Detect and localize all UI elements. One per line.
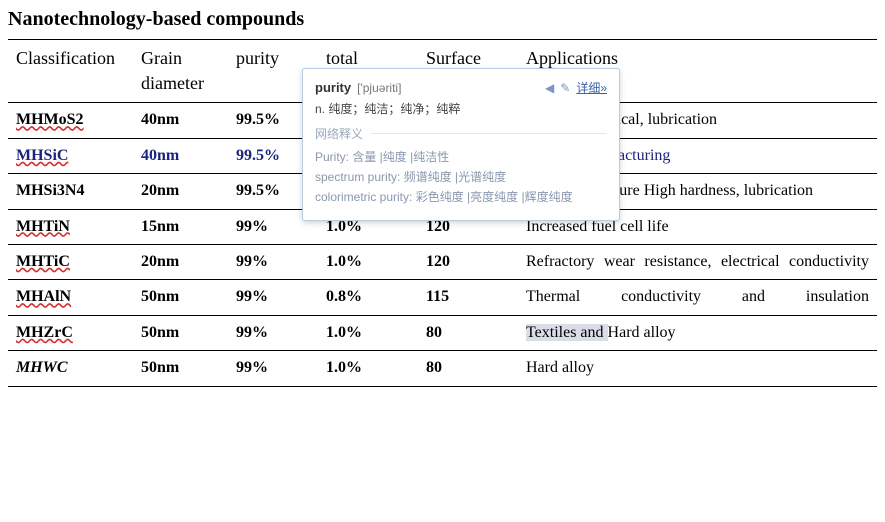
cell-classification[interactable]: MHSiC: [8, 138, 133, 173]
cell-surface: 115: [418, 280, 518, 315]
cell-surface: 120: [418, 244, 518, 279]
table-row: MHZrC50nm99%1.0%80Textiles and Hard allo…: [8, 315, 877, 350]
cell-classification: MHTiC: [8, 244, 133, 279]
col-classification: Classification: [8, 40, 133, 103]
cell-purity: 99%: [228, 280, 318, 315]
cell-purity: 99%: [228, 351, 318, 386]
cell-total: 0.8%: [318, 280, 418, 315]
tooltip-pronunciation: ['pjuəriti]: [357, 81, 401, 95]
cell-grain: 50nm: [133, 315, 228, 350]
tooltip-net-line: Purity: 含量 |纯度 |纯洁性: [315, 148, 607, 165]
tooltip-net-line: spectrum purity: 频谱纯度 |光谱纯度: [315, 168, 607, 185]
cell-total: 1.0%: [318, 315, 418, 350]
cell-applications: Thermal conductivity and insulation: [518, 280, 877, 315]
col-grain-diameter: Grain diameter: [133, 40, 228, 103]
detail-link[interactable]: 详细»: [576, 79, 607, 96]
cell-grain: 40nm: [133, 138, 228, 173]
cell-applications: Hard alloy: [518, 351, 877, 386]
cell-classification: MHZrC: [8, 315, 133, 350]
cell-purity: 99%: [228, 315, 318, 350]
cell-classification: MHWC: [8, 351, 133, 386]
cell-applications: Refractory wear resistance, electrical c…: [518, 244, 877, 279]
table-row: MHTiC20nm99%1.0%120Refractory wear resis…: [8, 244, 877, 279]
cell-surface: 80: [418, 315, 518, 350]
table-row: MHAlN50nm99%0.8%115Thermal conductivity …: [8, 280, 877, 315]
cell-grain: 20nm: [133, 244, 228, 279]
cell-classification: MHTiN: [8, 209, 133, 244]
cell-applications: Textiles and Hard alloy: [518, 315, 877, 350]
dictionary-tooltip: purity ['pjuəriti] ◀ ✎ 详细» n. 纯度；纯洁；纯净；纯…: [302, 68, 620, 221]
cell-grain: 50nm: [133, 351, 228, 386]
cell-classification: MHMoS2: [8, 103, 133, 138]
tooltip-word: purity: [315, 80, 351, 95]
cell-grain: 50nm: [133, 280, 228, 315]
cell-total: 1.0%: [318, 351, 418, 386]
tooltip-section-label: 网络释义: [315, 125, 607, 142]
cell-grain: 40nm: [133, 103, 228, 138]
cell-purity: 99%: [228, 244, 318, 279]
cell-grain: 15nm: [133, 209, 228, 244]
cell-classification: MHAlN: [8, 280, 133, 315]
page-title: Nanotechnology-based compounds: [8, 8, 877, 31]
cell-surface: 80: [418, 351, 518, 386]
sound-icon[interactable]: ◀: [545, 81, 554, 95]
add-icon[interactable]: ✎: [560, 81, 570, 95]
cell-grain: 20nm: [133, 174, 228, 209]
tooltip-definition: n. 纯度；纯洁；纯净；纯粹: [315, 100, 607, 117]
cell-classification: MHSi3N4: [8, 174, 133, 209]
table-row: MHWC50nm99%1.0%80Hard alloy: [8, 351, 877, 386]
cell-total: 1.0%: [318, 244, 418, 279]
tooltip-net-line: colorimetric purity: 彩色纯度 |亮度纯度 |辉度纯度: [315, 188, 607, 205]
